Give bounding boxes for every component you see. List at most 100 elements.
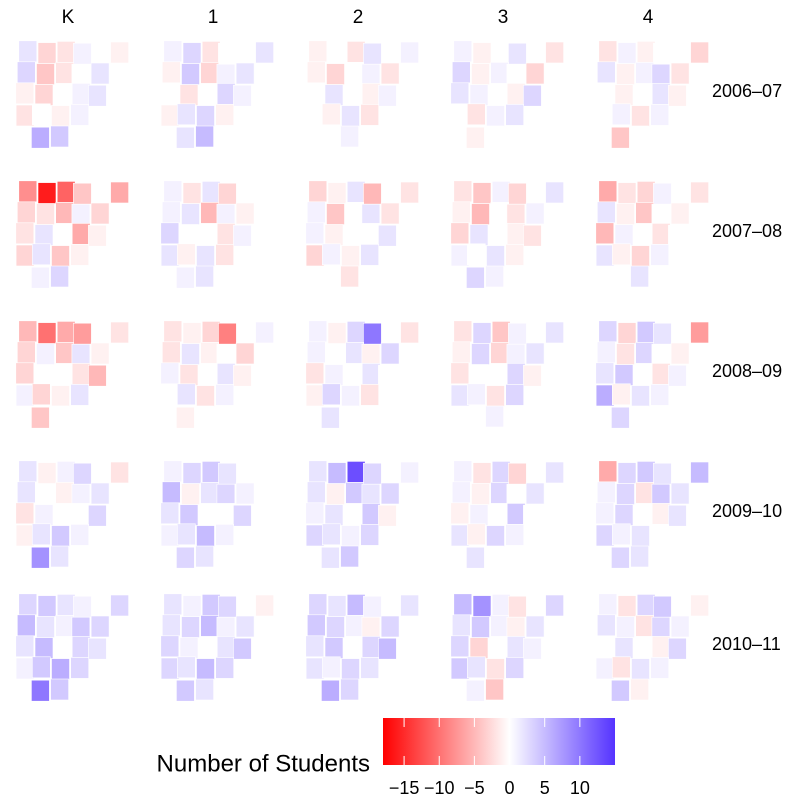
- district-block: [17, 482, 35, 503]
- district-block: [72, 617, 90, 638]
- district-block: [73, 43, 91, 64]
- district-block: [88, 505, 106, 526]
- map-panel: [16, 181, 129, 288]
- district-block: [361, 657, 379, 678]
- district-block: [491, 615, 509, 636]
- district-block: [381, 483, 399, 504]
- district-block: [164, 181, 182, 202]
- district-block: [37, 64, 55, 85]
- district-block: [197, 246, 215, 267]
- district-block: [177, 104, 195, 125]
- district-block: [651, 384, 669, 405]
- district-block: [38, 43, 56, 64]
- district-block: [111, 182, 129, 203]
- district-block: [306, 363, 324, 384]
- district-block: [631, 546, 649, 567]
- map-panel: [306, 461, 419, 568]
- district-block: [233, 638, 251, 659]
- district-block: [378, 505, 396, 526]
- district-block: [599, 181, 617, 202]
- district-block: [653, 183, 671, 204]
- district-block: [486, 126, 504, 147]
- district-block: [472, 64, 490, 85]
- district-block: [56, 62, 74, 83]
- row-label: 2006–07: [712, 81, 782, 101]
- district-block: [346, 202, 364, 223]
- district-block: [325, 365, 343, 386]
- district-block: [218, 463, 236, 484]
- district-block: [617, 344, 635, 365]
- map-panel: [451, 461, 564, 568]
- district-block: [401, 322, 419, 343]
- district-block: [526, 616, 544, 637]
- column-label: 3: [498, 7, 509, 28]
- map-panel: [451, 41, 564, 148]
- district-block: [321, 680, 339, 701]
- district-block: [451, 503, 469, 524]
- district-block: [341, 406, 359, 427]
- district-block: [56, 202, 74, 223]
- district-block: [177, 524, 195, 545]
- district-block: [306, 525, 324, 546]
- district-block: [523, 365, 541, 386]
- district-block: [341, 546, 359, 567]
- district-block: [492, 181, 510, 202]
- district-block: [470, 505, 488, 526]
- district-block: [523, 505, 541, 526]
- district-block: [637, 41, 655, 62]
- district-block: [111, 462, 129, 483]
- district-block: [362, 484, 380, 505]
- district-block: [196, 546, 214, 567]
- district-block: [307, 342, 325, 363]
- district-block: [473, 183, 491, 204]
- district-block: [327, 204, 345, 225]
- district-block: [31, 127, 49, 148]
- district-block: [486, 546, 504, 567]
- district-block: [652, 204, 670, 225]
- district-block: [38, 183, 56, 204]
- district-block: [631, 406, 649, 427]
- district-block: [473, 43, 491, 64]
- district-block: [236, 616, 254, 637]
- district-block: [218, 323, 236, 344]
- district-block: [71, 657, 89, 678]
- district-block: [596, 658, 614, 679]
- district-block: [381, 343, 399, 364]
- district-block: [631, 679, 649, 700]
- district-block: [631, 126, 649, 147]
- district-block: [31, 267, 49, 288]
- district-block: [491, 202, 509, 223]
- district-block: [201, 342, 219, 363]
- district-block: [526, 483, 544, 504]
- district-block: [508, 323, 526, 344]
- district-block: [632, 526, 650, 547]
- district-block: [597, 62, 615, 83]
- district-block: [401, 595, 419, 616]
- district-block: [363, 463, 381, 484]
- district-block: [451, 245, 469, 266]
- district-block: [454, 461, 472, 482]
- district-block: [321, 407, 339, 428]
- district-block: [362, 83, 380, 104]
- district-block: [72, 503, 90, 524]
- district-block: [328, 463, 346, 484]
- district-block: [472, 204, 490, 225]
- district-block: [596, 525, 614, 546]
- district-block: [91, 343, 109, 364]
- column-label: 2: [353, 7, 364, 28]
- district-block: [52, 659, 70, 680]
- district-block: [256, 595, 274, 616]
- district-block: [492, 461, 510, 482]
- district-block: [546, 182, 564, 203]
- district-block: [31, 680, 49, 701]
- district-block: [597, 202, 615, 223]
- district-block: [328, 596, 346, 617]
- district-block: [454, 41, 472, 62]
- district-block: [183, 43, 201, 64]
- district-block: [73, 463, 91, 484]
- district-block: [111, 322, 129, 343]
- district-block: [362, 617, 380, 638]
- district-block: [236, 203, 254, 224]
- district-block: [470, 638, 488, 659]
- district-block: [218, 596, 236, 617]
